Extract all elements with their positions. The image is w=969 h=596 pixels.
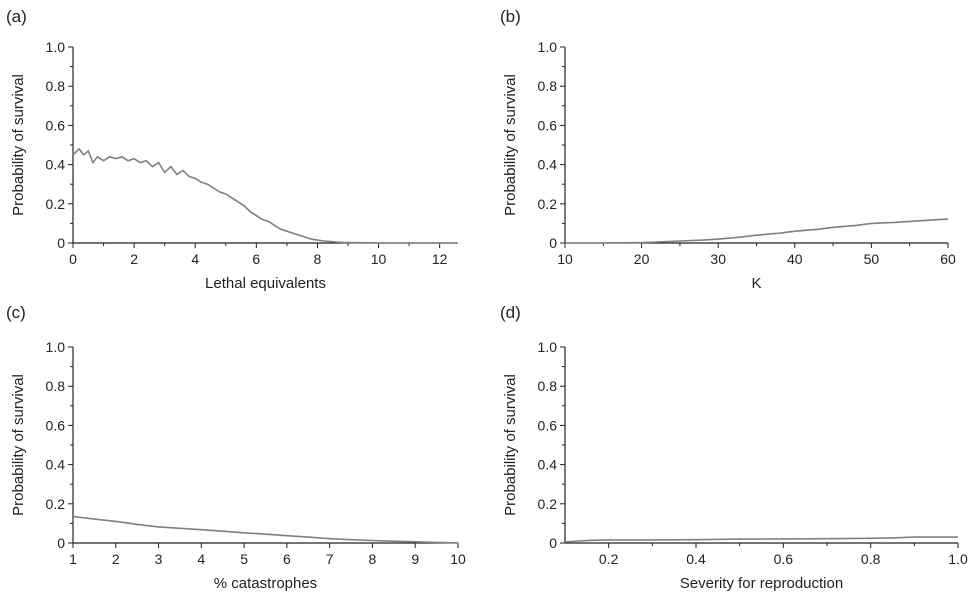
x-tick-label-a: 6 (252, 251, 260, 267)
y-tick-label-d: 0.8 (538, 378, 558, 394)
y-tick-label-c: 1.0 (46, 339, 66, 355)
panel-label-b: (b) (500, 7, 521, 26)
x-axis-title-b: K (751, 275, 761, 292)
x-tick-label-b: 50 (864, 251, 880, 267)
y-axis-title-a: Probability of survival (10, 74, 27, 216)
panel-label-a: (a) (6, 7, 27, 26)
series-line-b-0 (565, 218, 949, 244)
series-line-c-0 (72, 515, 459, 544)
x-tick-label-a: 12 (432, 251, 448, 267)
x-tick-label-c: 7 (326, 551, 334, 567)
y-tick-label-d: 0.6 (538, 417, 558, 433)
y-tick-label-c: 0 (57, 535, 65, 551)
x-tick-label-a: 10 (371, 251, 387, 267)
y-tick-label-b: 0.8 (538, 78, 558, 94)
x-tick-label-c: 2 (112, 551, 120, 567)
panel-label-d: (d) (500, 303, 521, 322)
x-tick-label-d: 0.6 (774, 551, 794, 567)
x-tick-label-c: 9 (411, 551, 419, 567)
y-tick-label-a: 0 (57, 235, 65, 251)
x-axis-title-c: % catastrophes (214, 575, 317, 592)
panel-d: (d) 0 0.2 0.4 0.6 0.8 1.0 0.2 0.4 0.6 0.8 1.0 Severi… (500, 303, 968, 592)
x-tick-label-b: 10 (557, 251, 573, 267)
x-tick-label-c: 5 (240, 551, 248, 567)
series-line-a-0 (72, 147, 458, 244)
y-tick-label-c: 0.4 (46, 457, 66, 473)
x-tick-label-b: 20 (634, 251, 650, 267)
y-tick-label-d: 1.0 (538, 339, 558, 355)
x-tick-label-d: 0.4 (686, 551, 706, 567)
x-tick-label-a: 0 (69, 251, 77, 267)
x-tick-label-a: 4 (191, 251, 199, 267)
x-axis-title-a: Lethal equivalents (205, 275, 326, 292)
x-tick-label-d: 0.8 (861, 551, 881, 567)
panel-a: (a) 0 0.2 0.4 0.6 0.8 1.0 0 2 4 6 8 10 12 Lethal equiv… (6, 7, 458, 292)
y-tick-label-a: 0.6 (46, 117, 66, 133)
panel-b: (b) 0 0.2 0.4 0.6 0.8 1.0 10 20 30 40 50 60 K Probabil… (500, 7, 956, 292)
x-tick-label-b: 60 (940, 251, 956, 267)
y-axis-title-b: Probability of survival (502, 74, 519, 216)
x-axis-title-d: Severity for reproduction (680, 575, 843, 592)
y-tick-label-c: 0.8 (46, 378, 66, 394)
x-tick-label-c: 6 (283, 551, 291, 567)
y-tick-label-d: 0.2 (538, 496, 558, 512)
y-axis-title-c: Probability of survival (10, 374, 27, 516)
y-tick-label-b: 1.0 (538, 39, 558, 55)
panel-label-c: (c) (6, 303, 26, 322)
y-tick-label-c: 0.2 (46, 496, 66, 512)
y-tick-label-a: 0.4 (46, 157, 66, 173)
x-tick-label-c: 8 (369, 551, 377, 567)
x-tick-label-b: 40 (787, 251, 803, 267)
y-tick-label-b: 0.6 (538, 117, 558, 133)
series-line-d-0 (564, 536, 958, 543)
y-tick-label-d: 0 (549, 535, 557, 551)
y-tick-label-a: 0.2 (46, 196, 66, 212)
panel-c: (c) 0 0.2 0.4 0.6 0.8 1.0 1 2 3 4 5 6 7 8 9 10 % catastro… (6, 303, 466, 592)
y-tick-label-a: 1.0 (46, 39, 66, 55)
y-tick-label-c: 0.6 (46, 417, 66, 433)
x-tick-label-d: 1.0 (948, 551, 968, 567)
x-tick-label-c: 4 (197, 551, 205, 567)
x-tick-label-b: 30 (710, 251, 726, 267)
x-tick-label-c: 3 (155, 551, 163, 567)
y-tick-label-b: 0.2 (538, 196, 558, 212)
x-tick-label-d: 0.2 (599, 551, 619, 567)
x-tick-label-c: 1 (69, 551, 77, 567)
x-tick-label-a: 8 (314, 251, 322, 267)
y-tick-label-a: 0.8 (46, 78, 66, 94)
x-tick-label-a: 2 (130, 251, 138, 267)
y-tick-label-b: 0.4 (538, 157, 558, 173)
y-axis-title-d: Probability of survival (502, 374, 519, 516)
y-tick-label-d: 0.4 (538, 457, 558, 473)
x-tick-label-c: 10 (450, 551, 466, 567)
y-tick-label-b: 0 (549, 235, 557, 251)
